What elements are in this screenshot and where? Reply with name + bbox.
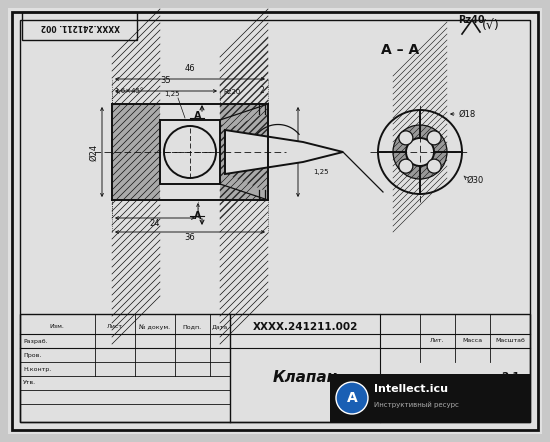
Bar: [22, 12, 137, 40]
Text: 1,25: 1,25: [313, 169, 328, 175]
Bar: [20, 314, 530, 422]
Text: Intellect.icu: Intellect.icu: [374, 384, 448, 394]
Text: Листов 1: Листов 1: [455, 409, 485, 415]
Text: 1,6×45°: 1,6×45°: [114, 87, 144, 94]
Circle shape: [378, 110, 462, 194]
Bar: [112, 104, 160, 200]
Circle shape: [399, 131, 413, 145]
Text: Rz40: Rz40: [458, 15, 485, 25]
Text: 24: 24: [150, 219, 160, 228]
Text: Масса: Масса: [462, 339, 482, 343]
Text: Инструктивный ресурс: Инструктивный ресурс: [374, 402, 459, 408]
Bar: [220, 104, 268, 200]
Text: Ø24: Ø24: [89, 144, 98, 160]
Text: Ø24: Ø24: [285, 144, 294, 160]
Text: Лит.: Лит.: [430, 339, 444, 343]
Circle shape: [336, 382, 368, 414]
Text: 2:1: 2:1: [500, 372, 519, 382]
Text: A – A: A – A: [381, 43, 419, 57]
Polygon shape: [225, 130, 343, 174]
Text: Лист 1: Лист 1: [384, 409, 406, 415]
Circle shape: [406, 138, 434, 166]
Text: A: A: [194, 211, 201, 221]
Text: 36: 36: [185, 233, 195, 242]
Text: 4отв.Ø10: 4отв.Ø10: [140, 142, 176, 152]
Text: ХХХХ.241211. 002: ХХХХ.241211. 002: [41, 22, 119, 30]
Polygon shape: [220, 174, 268, 200]
Circle shape: [164, 126, 216, 178]
Circle shape: [399, 159, 413, 173]
Text: Rz20: Rz20: [223, 89, 240, 95]
Text: Разраб.: Разраб.: [23, 339, 48, 343]
Text: Н.контр.: Н.контр.: [23, 366, 51, 371]
Text: Подп.: Подп.: [183, 324, 201, 329]
Text: 35: 35: [161, 76, 171, 85]
Text: Лист: Лист: [107, 324, 123, 329]
Text: Изм.: Изм.: [50, 324, 64, 329]
Text: Пров.: Пров.: [23, 353, 41, 358]
Bar: [330, 374, 530, 422]
Text: Масштаб: Масштаб: [495, 339, 525, 343]
Text: № докум.: № докум.: [140, 324, 170, 330]
Text: A: A: [346, 391, 358, 405]
Circle shape: [427, 159, 441, 173]
Text: A: A: [194, 111, 201, 121]
Text: 1,25: 1,25: [164, 91, 180, 97]
Text: 46: 46: [185, 64, 195, 73]
Text: ХХХХ.241211.002: ХХХХ.241211.002: [252, 322, 358, 332]
Text: 120°: 120°: [208, 165, 226, 175]
Text: (√): (√): [482, 19, 500, 33]
Bar: [160, 120, 220, 184]
Text: Ø18: Ø18: [459, 110, 476, 118]
Text: Ø30: Ø30: [467, 175, 484, 184]
Text: 2: 2: [260, 86, 265, 95]
Polygon shape: [220, 104, 268, 130]
Circle shape: [393, 125, 447, 179]
Circle shape: [427, 131, 441, 145]
Text: Утв.: Утв.: [23, 381, 36, 385]
Text: Дата: Дата: [212, 324, 228, 329]
Text: Клапан: Клапан: [272, 370, 338, 385]
